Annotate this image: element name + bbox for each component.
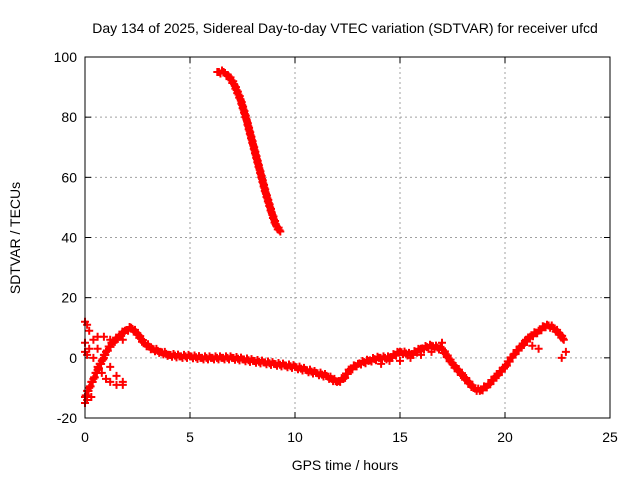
data-point	[112, 380, 121, 389]
data-point	[557, 353, 566, 362]
x-tick-label: 0	[81, 429, 89, 445]
data-point	[528, 341, 537, 350]
data-point	[438, 338, 446, 347]
data-point	[106, 377, 115, 386]
data-point	[417, 350, 425, 359]
data-point	[93, 344, 102, 353]
y-tick-label: 60	[61, 169, 77, 185]
data-point	[83, 320, 92, 329]
data-point	[85, 344, 94, 353]
data-point	[85, 326, 94, 335]
data-point	[522, 335, 530, 344]
x-tick-label: 10	[287, 429, 303, 445]
series-late-fragments	[377, 335, 570, 368]
data-point	[406, 353, 415, 362]
data-point	[377, 359, 386, 368]
y-tick-label: -20	[57, 410, 77, 426]
data-point	[561, 347, 570, 356]
data-point	[99, 353, 108, 362]
data-point	[97, 368, 106, 377]
y-tick-label: 0	[69, 350, 77, 366]
data-point	[89, 353, 98, 362]
x-tick-label: 5	[186, 429, 194, 445]
plot-frame	[84, 56, 611, 419]
y-tick-label: 80	[61, 109, 77, 125]
x-tick-label: 25	[602, 429, 618, 445]
data-point	[534, 344, 543, 353]
series-main-trace	[81, 320, 568, 401]
data-point	[106, 362, 115, 371]
x-tick-label: 20	[497, 429, 513, 445]
data-point	[276, 227, 285, 236]
data-point	[83, 395, 92, 404]
data-point	[102, 374, 110, 383]
series	[81, 66, 570, 407]
chart-title: Day 134 of 2025, Sidereal Day-to-day VTE…	[92, 20, 598, 36]
data-point	[89, 335, 98, 344]
series-high-segment	[213, 66, 285, 236]
data-point	[83, 350, 92, 359]
data-point	[93, 362, 102, 371]
data-point	[112, 371, 121, 380]
y-tick-label: 20	[61, 290, 77, 306]
x-axis-label: GPS time / hours	[292, 457, 399, 473]
data-point	[118, 377, 127, 386]
data-point	[87, 392, 96, 401]
data-point	[99, 332, 108, 341]
data-point	[118, 335, 127, 344]
x-tick-label: 15	[392, 429, 408, 445]
data-point	[559, 335, 568, 344]
data-point	[396, 356, 404, 365]
y-tick-label: 40	[61, 230, 77, 246]
y-tick-label: 100	[54, 49, 78, 65]
data-point	[427, 347, 436, 356]
data-point	[385, 356, 394, 365]
y-axis-label: SDTVAR / TECUs	[7, 182, 23, 294]
